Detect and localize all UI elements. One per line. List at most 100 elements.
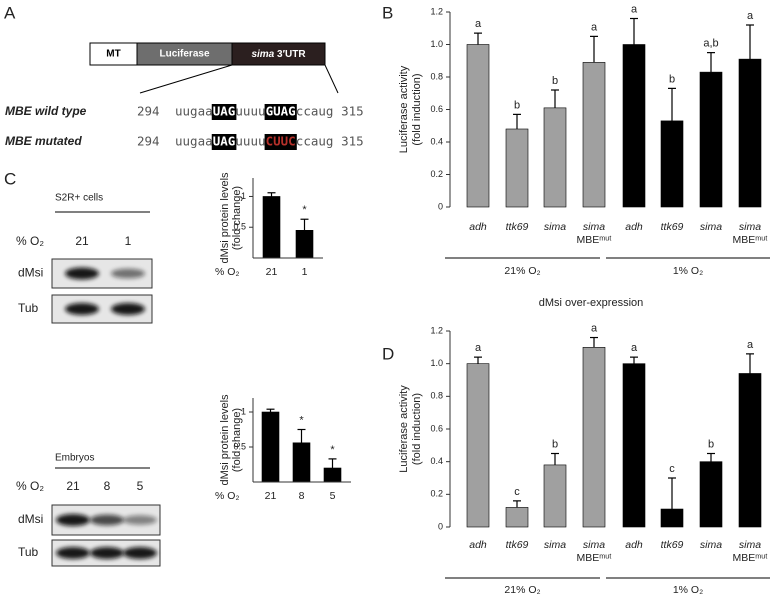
bar xyxy=(660,120,684,208)
y-tick-label: 0 xyxy=(438,201,443,211)
bar xyxy=(738,58,762,208)
x-tick-label: adh xyxy=(625,539,643,551)
x-tick-label: 5 xyxy=(330,490,336,502)
bar xyxy=(262,196,281,259)
sequence-segment: uuuu xyxy=(235,104,265,119)
y-axis-label: (fold change) xyxy=(231,408,243,472)
bar xyxy=(505,128,529,208)
lane-label: 21 xyxy=(66,479,80,493)
sequence-segment: uugaa xyxy=(175,134,213,149)
row-label: MBE wild type xyxy=(5,104,87,118)
bar xyxy=(466,44,490,208)
significance-label: c xyxy=(669,463,675,475)
highlight-box xyxy=(211,134,237,150)
lane-label: 21 xyxy=(75,234,89,248)
significance-label: a xyxy=(475,18,482,30)
x-tick-label: ttk69 xyxy=(506,221,529,233)
panel-label: C xyxy=(4,169,16,188)
y-tick-label: 0 xyxy=(438,521,443,531)
panel-label: B xyxy=(382,3,393,22)
sequence-segment: CUUC xyxy=(266,134,296,149)
x-tick-label: ttk69 xyxy=(661,221,684,233)
x-tick-label: 21 xyxy=(266,266,278,278)
y-tick-label: 0.8 xyxy=(430,71,443,81)
sequence-segment: UAG xyxy=(213,134,236,149)
y-tick-label: 0.5 xyxy=(233,441,246,451)
x-tick-label: 8 xyxy=(299,490,305,502)
bar xyxy=(582,347,606,528)
sequence-end: 315 xyxy=(341,134,364,149)
y-tick-label: 0.5 xyxy=(233,222,246,232)
y-axis-label: dMsi protein levels xyxy=(219,394,231,486)
y-tick-label: 1 xyxy=(241,191,246,201)
panel-label: A xyxy=(4,3,16,22)
x-tick-label: sima MBEᵐᵘᵗ xyxy=(576,539,611,564)
bar xyxy=(295,230,314,259)
lane-label: 5 xyxy=(137,479,144,493)
blot-row-label: Tub xyxy=(18,301,39,315)
x-tick-label: adh xyxy=(625,221,643,233)
highlight-box xyxy=(264,104,297,120)
significance-label: a xyxy=(747,339,754,351)
panel-label: D xyxy=(382,344,394,363)
construct-label: sima 3′UTR xyxy=(251,49,306,60)
construct-label: MT xyxy=(106,49,120,60)
significance-label: * xyxy=(299,414,304,426)
blot-axis-label: % O₂ xyxy=(16,479,44,493)
blot-band xyxy=(111,303,145,315)
y-tick-label: 1.0 xyxy=(430,39,443,49)
x-tick-label: 21 xyxy=(265,490,277,502)
y-tick-label: 1.0 xyxy=(430,358,443,368)
construct-box xyxy=(231,42,326,66)
x-tick-label: sima xyxy=(544,539,566,551)
x-tick-label: sima MBEᵐᵘᵗ xyxy=(732,221,767,246)
bar xyxy=(622,363,646,528)
bar xyxy=(660,508,684,528)
sequence-segment: ccaug xyxy=(296,104,334,119)
blot-row-label: Tub xyxy=(18,545,39,559)
y-axis-label: Luciferase activity xyxy=(398,385,410,473)
x-tick-label: sima xyxy=(700,221,722,233)
x-tick-label: sima xyxy=(700,539,722,551)
group-label: 21% O₂ xyxy=(504,265,540,277)
bar xyxy=(466,363,490,528)
y-axis-label: (fold induction) xyxy=(411,73,423,145)
x-tick-label: adh xyxy=(469,539,487,551)
bar xyxy=(323,467,342,483)
y-tick-label: 0.6 xyxy=(430,104,443,114)
blot-band xyxy=(65,267,99,280)
x-tick-label: adh xyxy=(469,221,487,233)
bar xyxy=(738,373,762,528)
sequence-start: 294 xyxy=(137,134,160,149)
significance-label: a xyxy=(747,10,754,22)
y-tick-label: 1 xyxy=(241,406,246,416)
bar xyxy=(699,71,723,208)
bar xyxy=(622,44,646,208)
significance-label: * xyxy=(330,444,335,456)
zoom-line xyxy=(139,64,233,94)
blot-band xyxy=(111,268,145,279)
y-axis-label: dMsi protein levels xyxy=(219,172,231,264)
blot-band xyxy=(90,547,124,559)
x-axis-label: % O₂ xyxy=(215,266,240,278)
y-tick-label: 1.2 xyxy=(430,325,443,335)
significance-label: b xyxy=(669,73,675,85)
x-tick-label: ttk69 xyxy=(661,539,684,551)
highlight-box xyxy=(211,104,237,120)
blot-axis-label: % O₂ xyxy=(16,234,44,248)
y-axis-label: (fold induction) xyxy=(411,393,423,465)
significance-label: a xyxy=(631,3,638,15)
y-tick-label: 1.2 xyxy=(430,6,443,16)
significance-label: a xyxy=(475,342,482,354)
sequence-end: 315 xyxy=(341,104,364,119)
group-label: 21% O₂ xyxy=(504,584,540,595)
bar xyxy=(699,461,723,528)
lane-label: 8 xyxy=(104,479,111,493)
blot-band xyxy=(123,515,157,525)
significance-label: b xyxy=(552,438,558,450)
zoom-line xyxy=(324,64,339,94)
lane-label: 1 xyxy=(125,234,132,248)
y-tick-label: 0.2 xyxy=(430,489,443,499)
highlight-box xyxy=(264,134,297,150)
